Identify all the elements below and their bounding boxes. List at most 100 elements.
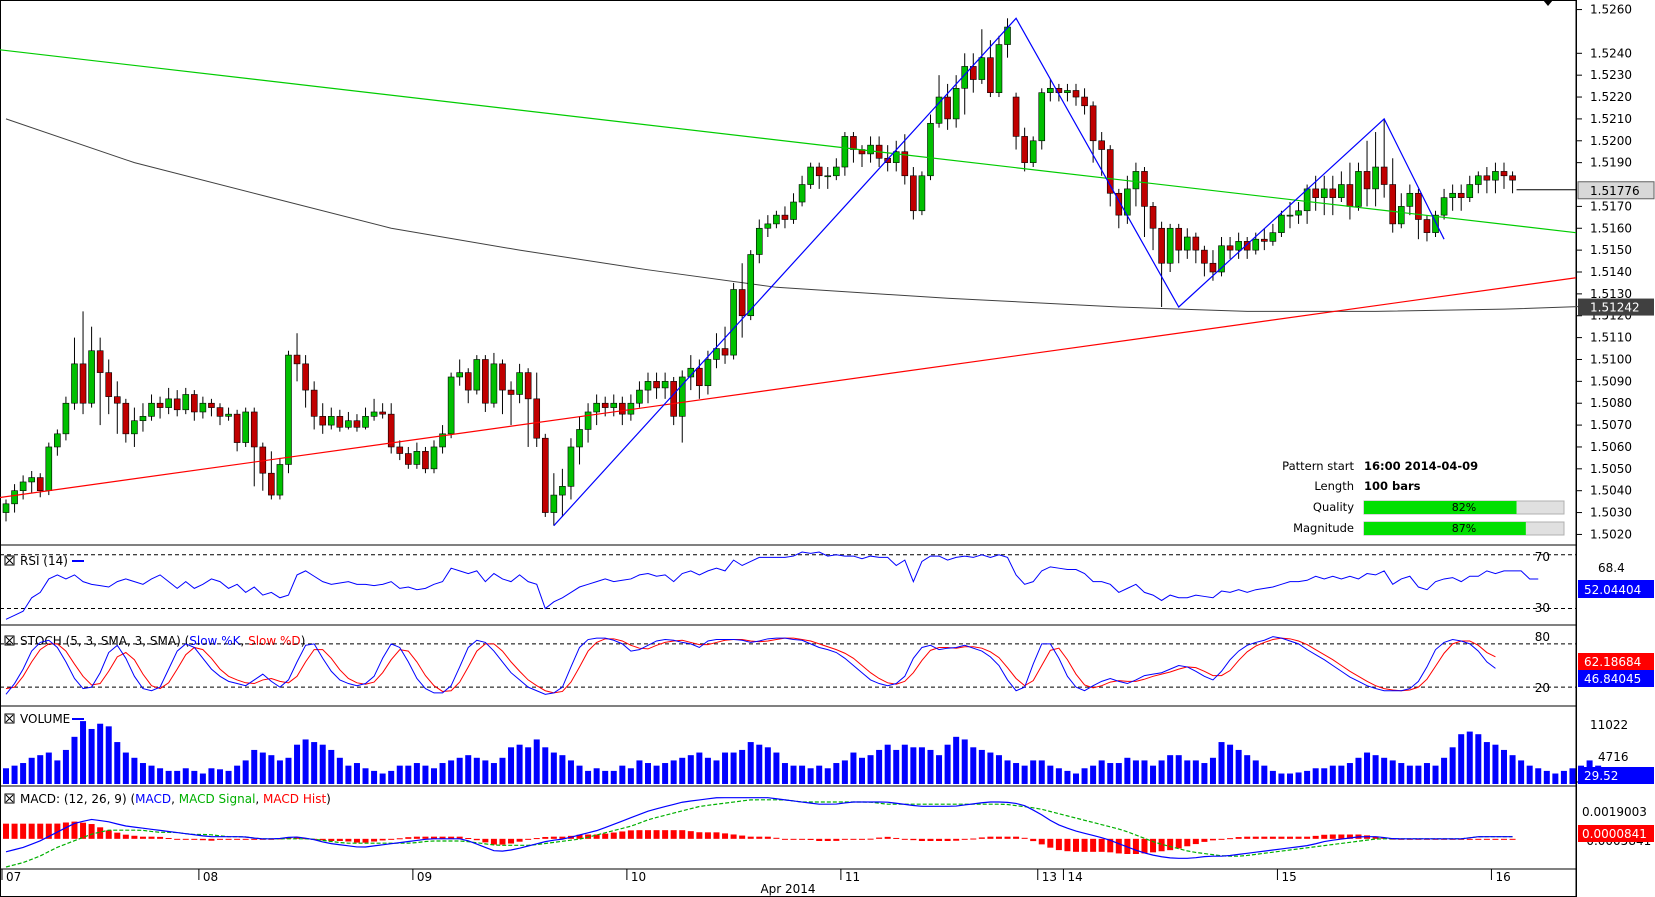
macd-hist-bar: [405, 837, 412, 839]
macd-title: MACD: (12, 26, 9) (MACD, MACD Signal, MA…: [20, 792, 331, 806]
candle-body: [1175, 227, 1183, 251]
volume-bar: [1518, 760, 1525, 784]
volume-bar: [559, 755, 566, 784]
scroll-indicator-icon[interactable]: [1543, 0, 1553, 6]
candle-body: [790, 201, 797, 220]
candle-body: [225, 413, 232, 417]
candle-body: [1029, 140, 1037, 163]
volume-bar: [353, 763, 360, 784]
macd-hist-bar: [431, 836, 437, 839]
candle-body: [319, 416, 327, 426]
volume-bar: [516, 744, 523, 784]
volume-bar: [122, 752, 129, 784]
candle-body: [867, 144, 874, 155]
volume-bar: [371, 770, 378, 784]
candle-body: [824, 175, 832, 178]
candle-body: [1012, 96, 1020, 137]
candle-body: [165, 398, 172, 408]
info-label: Quality: [1313, 500, 1354, 514]
macd-hist-bar: [1047, 838, 1054, 848]
volume-bar: [174, 770, 181, 784]
candle-body: [1038, 92, 1046, 142]
price-labels: 1.51776 1.51242: [1516, 181, 1655, 316]
candle-body: [1235, 241, 1242, 251]
volume-bar: [525, 747, 532, 784]
volume-bar: [1107, 763, 1114, 784]
macd-hist-bar: [1030, 838, 1037, 842]
price-tick-label: 1.5240: [1590, 46, 1632, 60]
candle-body: [19, 481, 27, 491]
volume-bar: [388, 770, 395, 784]
volume-bar: [602, 770, 609, 784]
moving-average-line: [5, 118, 1582, 312]
candle-body: [773, 214, 780, 225]
volume-bar: [790, 765, 797, 784]
macd-hist-bar: [396, 838, 403, 840]
candle-body: [918, 175, 926, 212]
candle-body: [71, 363, 78, 404]
candle-body: [807, 166, 814, 185]
macd-hist-bar: [970, 838, 977, 840]
volume-value-box: [1578, 767, 1654, 784]
candle-body: [1072, 90, 1080, 98]
macd-hist-bar: [525, 838, 532, 840]
volume-bar: [687, 755, 694, 784]
price-tick-label: 1.5170: [1590, 199, 1632, 213]
candle-body: [216, 407, 224, 417]
candle-body: [131, 420, 138, 435]
volume-bar: [1235, 749, 1242, 784]
macd-hist-bar: [576, 834, 583, 839]
candle-body: [1475, 175, 1482, 185]
volume-bar: [1209, 757, 1216, 784]
macd-hist-bar: [319, 838, 326, 841]
candle-body: [199, 402, 207, 413]
candle-body: [1098, 140, 1105, 150]
candle-body: [302, 363, 309, 391]
volume-bar: [1389, 760, 1396, 784]
macd-hist-bar: [1483, 838, 1490, 840]
candle-body: [62, 402, 70, 435]
volume-bar: [756, 744, 763, 784]
volume-bar: [619, 765, 626, 784]
macd-hist-bar: [918, 838, 925, 841]
candle-body: [524, 372, 532, 400]
macd-hist-bar: [439, 836, 446, 839]
volume-bar: [1372, 755, 1379, 784]
volume-bar: [1569, 768, 1576, 784]
time-tick-label: 13: [1042, 870, 1057, 884]
rsi-axis-label: 68.4: [1598, 561, 1625, 575]
price-tick-label: 1.5040: [1590, 484, 1632, 498]
macd-hist-bar: [1201, 838, 1208, 842]
candle-body: [1166, 227, 1174, 264]
macd-hist-bar: [1304, 836, 1311, 839]
candle-body: [781, 214, 789, 220]
candle-body: [841, 136, 849, 168]
volume-bar: [11, 765, 18, 784]
price-tick-label: 1.5070: [1590, 418, 1632, 432]
stoch-d-value-box: [1578, 653, 1654, 670]
macd-hist-bar: [927, 838, 934, 841]
macd-hist-bar: [285, 837, 292, 839]
macd-hist-bar: [670, 830, 677, 839]
volume-bar: [1355, 757, 1362, 784]
volume-pane: VOLUME 11022 4716 29.52: [3, 712, 1654, 784]
macd-hist-bar: [636, 830, 643, 839]
volume-bar: [1218, 742, 1225, 784]
candle-body: [927, 122, 934, 177]
macd-hist-bar: [97, 827, 104, 839]
info-label: Magnitude: [1293, 521, 1354, 535]
candle-body: [1261, 238, 1268, 242]
volume-bar: [1552, 773, 1559, 784]
macd-hist-bar: [816, 838, 823, 841]
price-tick-label: 1.5220: [1590, 90, 1632, 104]
candle-body: [1183, 236, 1191, 251]
volume-bar: [824, 768, 831, 784]
volume-bar: [1269, 770, 1276, 784]
volume-bar: [1021, 765, 1028, 784]
volume-bar: [918, 747, 925, 784]
volume-bar: [105, 726, 112, 784]
stoch-axis-label: 20: [1535, 681, 1550, 695]
volume-axis-label: 11022: [1590, 718, 1628, 732]
candle-body: [1218, 245, 1225, 273]
candle-body: [1055, 87, 1063, 93]
